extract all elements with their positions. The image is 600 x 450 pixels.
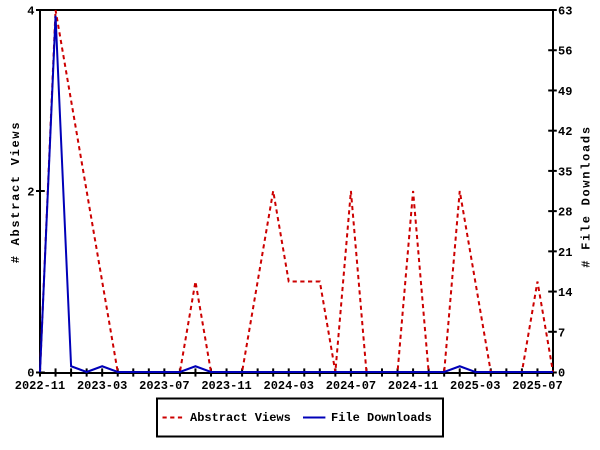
svg-text:21: 21	[558, 246, 572, 260]
svg-text:File Downloads: File Downloads	[331, 411, 432, 425]
svg-text:7: 7	[558, 326, 565, 340]
svg-text:2: 2	[27, 186, 34, 200]
svg-text:2023-03: 2023-03	[77, 379, 127, 393]
svg-text:0: 0	[27, 367, 34, 381]
svg-text:2022-11: 2022-11	[15, 379, 65, 393]
svg-text:14: 14	[558, 286, 572, 300]
svg-text:2025-03: 2025-03	[450, 379, 500, 393]
svg-text:49: 49	[558, 85, 572, 99]
svg-text:2025-07: 2025-07	[512, 379, 562, 393]
svg-text:42: 42	[558, 125, 572, 139]
svg-text:4: 4	[27, 5, 34, 19]
svg-text:35: 35	[558, 165, 572, 179]
svg-text:# Abstract Views: # Abstract Views	[9, 121, 23, 263]
svg-text:2023-11: 2023-11	[201, 379, 251, 393]
svg-text:28: 28	[558, 206, 572, 220]
svg-text:Abstract Views: Abstract Views	[190, 411, 291, 425]
svg-text:# File Downloads: # File Downloads	[580, 125, 594, 267]
svg-text:2023-07: 2023-07	[139, 379, 189, 393]
svg-text:63: 63	[558, 5, 572, 19]
svg-text:2024-07: 2024-07	[326, 379, 376, 393]
svg-text:2024-03: 2024-03	[264, 379, 314, 393]
svg-text:2024-11: 2024-11	[388, 379, 438, 393]
svg-text:56: 56	[558, 45, 572, 59]
svg-text:0: 0	[558, 367, 565, 381]
